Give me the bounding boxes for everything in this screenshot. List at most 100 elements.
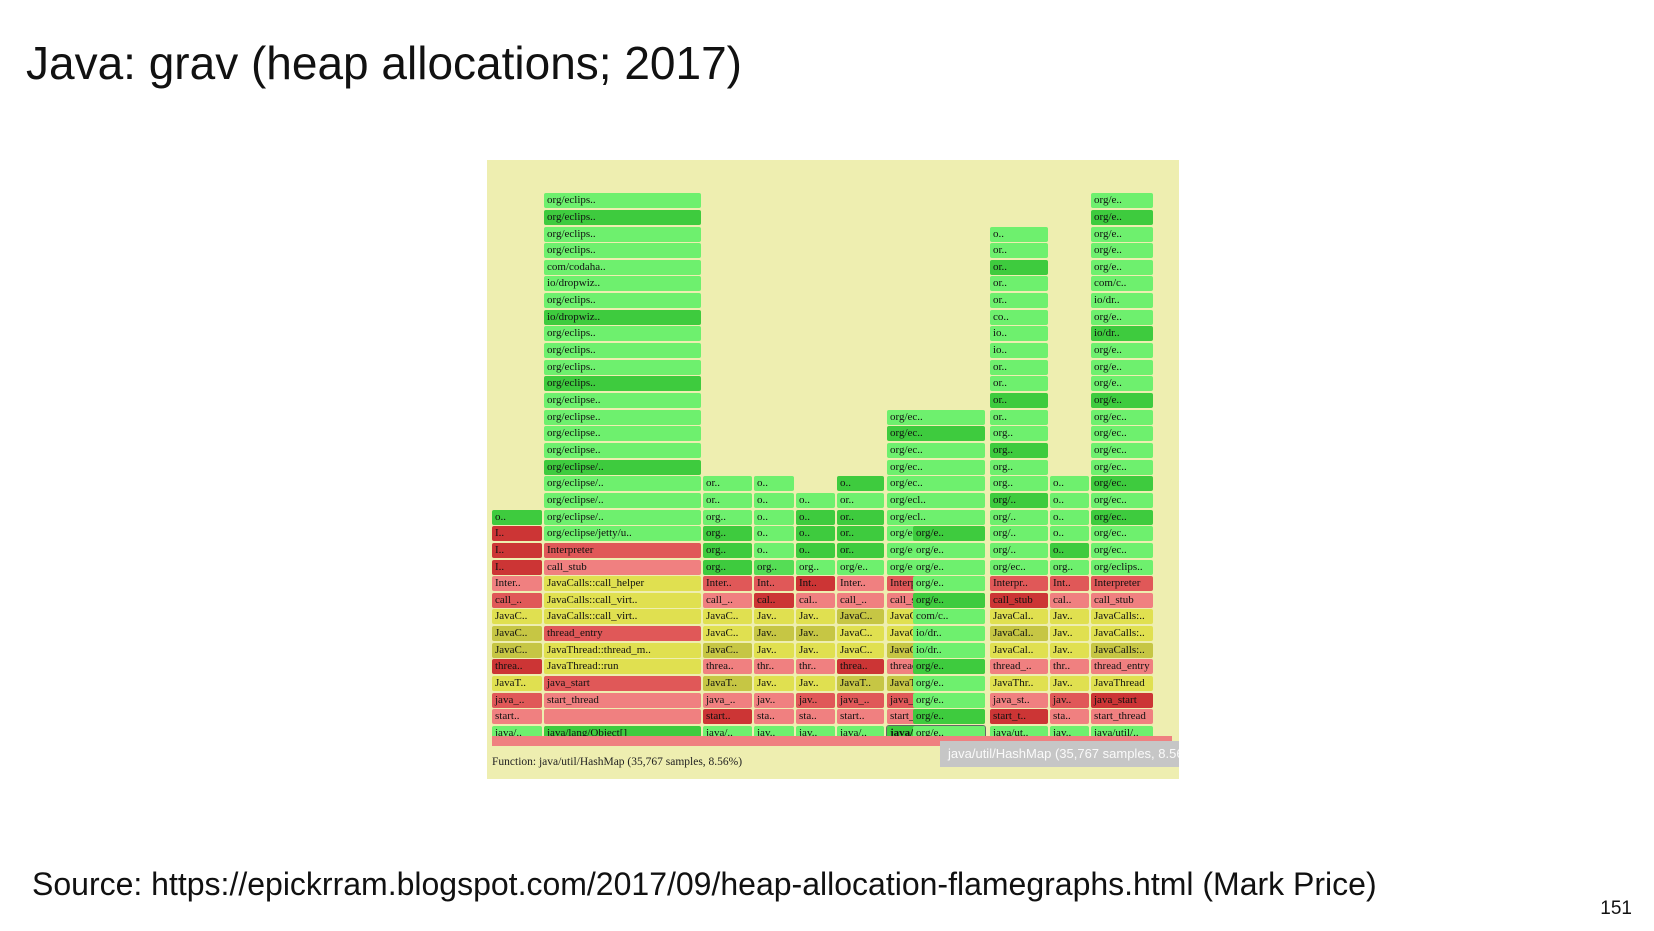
flame-frame[interactable]: or.. xyxy=(990,409,1048,425)
flame-frame[interactable]: JavaCalls:.. xyxy=(1091,642,1153,658)
flame-frame[interactable]: org/ec.. xyxy=(887,409,985,425)
flame-frame[interactable]: org/e.. xyxy=(1091,193,1153,209)
flame-frame[interactable]: jav.. xyxy=(754,692,794,708)
flame-frame[interactable]: Jav.. xyxy=(754,609,794,625)
flame-frame[interactable]: Jav.. xyxy=(1050,676,1089,692)
flame-frame[interactable]: org.. xyxy=(703,509,752,525)
flame-frame[interactable]: org/ec.. xyxy=(887,476,985,492)
flame-frame[interactable]: o.. xyxy=(1050,542,1089,558)
flame-frame[interactable]: thr.. xyxy=(1050,659,1089,675)
flame-frame[interactable]: o.. xyxy=(796,492,835,508)
flame-frame[interactable]: org/.. xyxy=(990,509,1048,525)
flame-frame[interactable]: JavaT.. xyxy=(703,676,752,692)
flame-frame[interactable]: org.. xyxy=(990,426,1048,442)
flame-frame[interactable]: org.. xyxy=(990,459,1048,475)
flame-frame[interactable]: JavaCalls::call_helper xyxy=(544,576,701,592)
flame-frame[interactable]: org/ec.. xyxy=(1091,542,1153,558)
flame-frame[interactable]: o.. xyxy=(492,509,542,525)
flame-frame[interactable]: org/eclips.. xyxy=(544,376,701,392)
flame-frame[interactable]: o.. xyxy=(1050,492,1089,508)
flame-frame[interactable]: org/eclipse/.. xyxy=(544,476,701,492)
flame-frame[interactable]: org/e.. xyxy=(913,542,985,558)
flame-frame[interactable]: JavaC.. xyxy=(492,642,542,658)
flame-frame[interactable]: org/e.. xyxy=(1091,376,1153,392)
flame-frame[interactable]: org/eclips.. xyxy=(544,343,701,359)
flame-frame[interactable]: sta.. xyxy=(1050,709,1089,725)
flame-frame[interactable]: JavaC.. xyxy=(837,642,884,658)
flame-frame[interactable]: org/e.. xyxy=(1091,226,1153,242)
flame-frame[interactable]: java_.. xyxy=(703,692,752,708)
flame-frame[interactable]: or.. xyxy=(990,276,1048,292)
flame-frame[interactable]: JavaCal.. xyxy=(990,609,1048,625)
flame-frame[interactable]: org/eclips.. xyxy=(544,193,701,209)
flame-frame[interactable]: Jav.. xyxy=(796,626,835,642)
flame-frame[interactable]: com/codaha.. xyxy=(544,259,701,275)
flame-frame[interactable]: Interpreter xyxy=(544,542,701,558)
flame-frame[interactable]: java_st.. xyxy=(990,692,1048,708)
flame-frame[interactable]: Int.. xyxy=(796,576,835,592)
flame-frame[interactable]: start.. xyxy=(703,709,752,725)
flame-frame[interactable]: org/ec.. xyxy=(1091,526,1153,542)
flame-frame[interactable]: org/e.. xyxy=(913,659,985,675)
flame-frame[interactable]: org/ec.. xyxy=(1091,459,1153,475)
flame-frame[interactable]: org/eclipse.. xyxy=(544,426,701,442)
flame-frame[interactable]: org.. xyxy=(754,559,794,575)
flame-frame[interactable]: org/ec.. xyxy=(887,426,985,442)
flame-frame[interactable]: or.. xyxy=(703,492,752,508)
flame-frame[interactable]: java_.. xyxy=(492,692,542,708)
flame-frame[interactable]: org/eclipse/.. xyxy=(544,509,701,525)
flame-frame[interactable]: JavaCalls::call_virt.. xyxy=(544,609,701,625)
flame-frame[interactable]: JavaC.. xyxy=(492,609,542,625)
flame-frame[interactable]: call_stub xyxy=(544,559,701,575)
flame-frame[interactable]: thread_.. xyxy=(990,659,1048,675)
flame-frame[interactable]: Jav.. xyxy=(1050,642,1089,658)
flame-frame[interactable]: org/e.. xyxy=(837,559,884,575)
flame-frame[interactable]: JavaCalls:.. xyxy=(1091,609,1153,625)
flame-frame[interactable]: JavaThread xyxy=(1091,676,1153,692)
flame-frame[interactable]: o.. xyxy=(754,509,794,525)
flame-frame[interactable]: jav.. xyxy=(1050,692,1089,708)
flame-frame[interactable]: or.. xyxy=(837,509,884,525)
flame-frame[interactable]: start_thread xyxy=(544,692,701,708)
flame-frame[interactable]: call_.. xyxy=(703,592,752,608)
flame-frame[interactable]: or.. xyxy=(837,542,884,558)
flame-frame[interactable]: or.. xyxy=(703,476,752,492)
flame-frame[interactable]: Int.. xyxy=(754,576,794,592)
flame-frame[interactable]: sta.. xyxy=(754,709,794,725)
flame-frame[interactable]: JavaC.. xyxy=(492,626,542,642)
flame-frame[interactable]: org.. xyxy=(703,559,752,575)
flame-frame[interactable]: org/ec.. xyxy=(887,459,985,475)
flame-frame[interactable]: java_start xyxy=(544,676,701,692)
flame-frame[interactable]: org/eclipse/.. xyxy=(544,459,701,475)
flame-frame[interactable]: org/eclips.. xyxy=(544,293,701,309)
flame-frame[interactable]: or.. xyxy=(837,526,884,542)
flame-frame[interactable]: call_.. xyxy=(837,592,884,608)
flame-frame[interactable]: org/ec.. xyxy=(1091,409,1153,425)
flame-frame[interactable]: org/ec.. xyxy=(1091,442,1153,458)
flame-frame[interactable]: cal.. xyxy=(754,592,794,608)
flame-frame[interactable]: org/e.. xyxy=(913,692,985,708)
flame-frame[interactable]: co.. xyxy=(990,309,1048,325)
flame-frame[interactable]: JavaCalls:.. xyxy=(1091,626,1153,642)
flame-frame[interactable]: JavaCalls::call_virt.. xyxy=(544,592,701,608)
flame-frame[interactable]: Jav.. xyxy=(796,676,835,692)
flame-frame[interactable]: org/e.. xyxy=(913,676,985,692)
flame-frame[interactable]: org/e.. xyxy=(1091,243,1153,259)
flame-frame[interactable]: call_stub xyxy=(990,592,1048,608)
flame-frame[interactable]: JavaC.. xyxy=(703,609,752,625)
flame-frame[interactable]: org/e.. xyxy=(913,709,985,725)
flame-frame[interactable] xyxy=(544,709,701,725)
flame-frame[interactable]: I.. xyxy=(492,526,542,542)
flame-frame[interactable]: org/e.. xyxy=(1091,309,1153,325)
flame-frame[interactable]: cal.. xyxy=(1050,592,1089,608)
flame-frame[interactable]: o.. xyxy=(1050,526,1089,542)
flame-frame[interactable]: io/dr.. xyxy=(1091,293,1153,309)
flame-frame[interactable]: org/ecl.. xyxy=(887,509,985,525)
flame-frame[interactable]: JavaC.. xyxy=(703,626,752,642)
flame-frame[interactable]: org/eclipse/.. xyxy=(544,492,701,508)
flame-frame[interactable]: org/eclips.. xyxy=(544,243,701,259)
flame-frame[interactable]: or.. xyxy=(990,259,1048,275)
flame-frame[interactable]: Interpreter xyxy=(1091,576,1153,592)
flame-frame[interactable]: Jav.. xyxy=(796,642,835,658)
flame-frame[interactable]: sta.. xyxy=(796,709,835,725)
